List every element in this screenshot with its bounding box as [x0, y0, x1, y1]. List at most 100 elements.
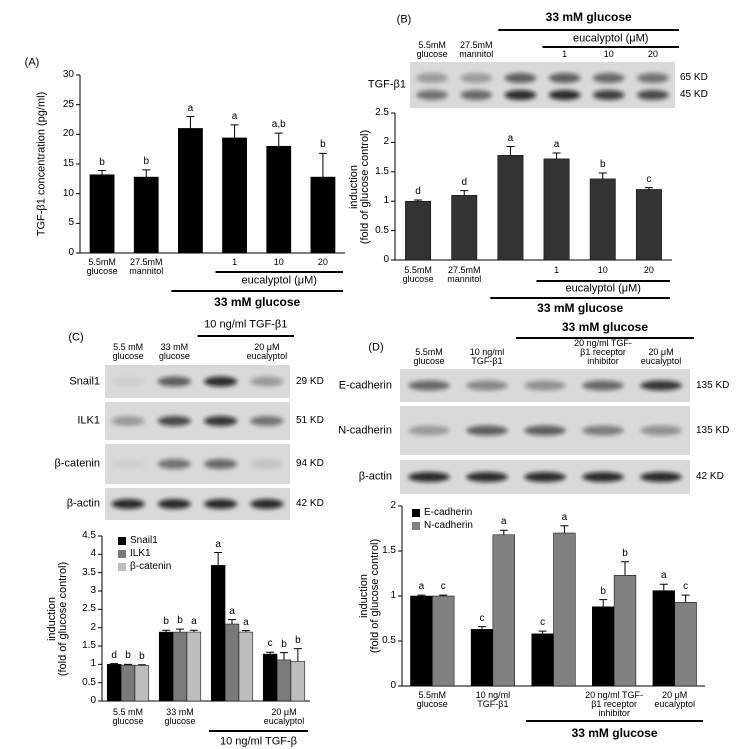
x-tick-label: 33 mM glucose — [164, 707, 196, 726]
blot-band — [416, 90, 448, 100]
lane-label: 5.5 mM glucose — [112, 342, 144, 361]
blot-band — [408, 425, 450, 436]
significance-label: b — [600, 585, 606, 597]
blot-row-label: β-catenin — [54, 457, 100, 470]
x-tick-label: 20 μM eucalyptol — [263, 707, 305, 726]
panel-label: (D) — [368, 341, 384, 354]
blot-row-label: β-actin — [66, 497, 100, 510]
blot-band — [582, 425, 624, 436]
y-tick-label: 1.5 — [375, 165, 389, 177]
blot-band — [524, 472, 566, 482]
error-bar — [460, 190, 469, 196]
bar — [592, 606, 615, 687]
bar — [470, 629, 494, 687]
blot-band — [548, 90, 581, 100]
significance-label: d — [461, 176, 468, 188]
legend-swatch — [412, 509, 420, 517]
y-tick-label: 1.5 — [82, 639, 96, 651]
blot-row-label: TGF-β1 — [367, 78, 406, 91]
blot-band — [408, 380, 450, 391]
y-tick-label: 10 — [62, 187, 74, 199]
blot-band — [250, 459, 284, 469]
bar — [492, 534, 515, 687]
significance-label: b — [295, 634, 301, 646]
group-label: 33 mM glucose — [561, 319, 649, 334]
molecular-weight: 135 KD — [696, 379, 730, 391]
error-bar — [621, 561, 630, 576]
y-tick-label: 4.5 — [82, 529, 96, 541]
molecular-weight: 45 KD — [680, 88, 708, 100]
lane-label: 33 mM glucose — [158, 342, 190, 361]
group-label: 33 mM glucose — [545, 9, 632, 24]
y-tick-label: 0 — [90, 694, 96, 706]
significance-label: b — [99, 156, 105, 168]
bar — [531, 633, 554, 687]
significance-label: a — [661, 570, 667, 582]
legend-label: E-cadherin — [424, 506, 473, 518]
blot-band — [504, 73, 537, 83]
legend-swatch — [412, 522, 420, 530]
y-tick-label: 2 — [383, 136, 389, 148]
bar — [635, 189, 662, 261]
legend-swatch — [118, 563, 126, 571]
bar — [451, 195, 478, 261]
blot-band — [250, 416, 284, 426]
group-label: 33 mM glucose — [537, 300, 624, 315]
bar — [497, 155, 524, 261]
error-bar — [266, 651, 275, 655]
bar — [106, 664, 122, 702]
blot-band — [408, 472, 450, 482]
bar — [310, 176, 336, 254]
significance-label: b — [163, 616, 169, 628]
x-tick-label: 20 — [643, 265, 654, 275]
group-label: eucalyptol (μM) — [573, 32, 649, 45]
error-bar — [280, 652, 288, 660]
error-bar — [599, 599, 608, 607]
bar — [410, 595, 433, 687]
significance-label: a — [553, 138, 560, 150]
x-tick-label: 10 ng/ml TGF-β1 — [475, 690, 511, 709]
significance-label: a — [243, 616, 249, 628]
significance-label: c — [646, 173, 652, 185]
blot-row-label: ILK1 — [77, 414, 100, 427]
blot-band — [466, 425, 508, 436]
significance-label: b — [143, 155, 150, 167]
blot-band — [466, 380, 508, 391]
legend-label: Snail1 — [130, 534, 158, 546]
significance-label: c — [683, 580, 689, 592]
error-bar — [124, 663, 132, 666]
x-tick-label: 10 — [597, 265, 608, 275]
error-bar — [214, 552, 223, 566]
bar — [158, 631, 174, 702]
y-axis-title: induction (fold of glucose control) — [357, 538, 381, 654]
y-tick-label: 1 — [90, 658, 96, 670]
significance-label: b — [281, 638, 287, 650]
significance-label: b — [139, 650, 145, 662]
error-bar — [274, 132, 283, 147]
bar — [405, 200, 432, 261]
molecular-weight: 135 KD — [696, 424, 730, 436]
blot-band — [157, 376, 192, 387]
significance-label: a,b — [271, 118, 286, 130]
molecular-weight: 65 KD — [680, 71, 708, 83]
lane-label: 20 ng/ml TGF- β1 receptor inhibitor — [574, 338, 632, 366]
blot-row-label: E-cadherin — [338, 378, 392, 391]
error-bar — [318, 152, 327, 178]
group-label: 10 ng/ml TGF-β1 — [204, 318, 288, 331]
x-tick-label: 20 ng/ml TGF- β1 receptor inhibitor — [585, 690, 644, 718]
bar — [238, 631, 254, 702]
blot-row-label: N-cadherin — [338, 423, 392, 436]
error-bar — [186, 116, 195, 129]
group-label: 10 ng/ml TGF-β — [219, 735, 298, 748]
significance-label: a — [561, 511, 568, 523]
x-tick-label: 5.5mM glucose — [86, 257, 118, 276]
molecular-weight: 29 KD — [296, 375, 324, 387]
significance-label: a — [501, 516, 507, 528]
bar — [276, 659, 292, 702]
x-tick-label: 20 — [317, 257, 328, 267]
group-label: 33 mM glucose — [571, 725, 658, 740]
lane-label: 10 — [603, 49, 614, 59]
lane-label: 20 — [647, 49, 658, 59]
blot-band — [203, 416, 238, 426]
